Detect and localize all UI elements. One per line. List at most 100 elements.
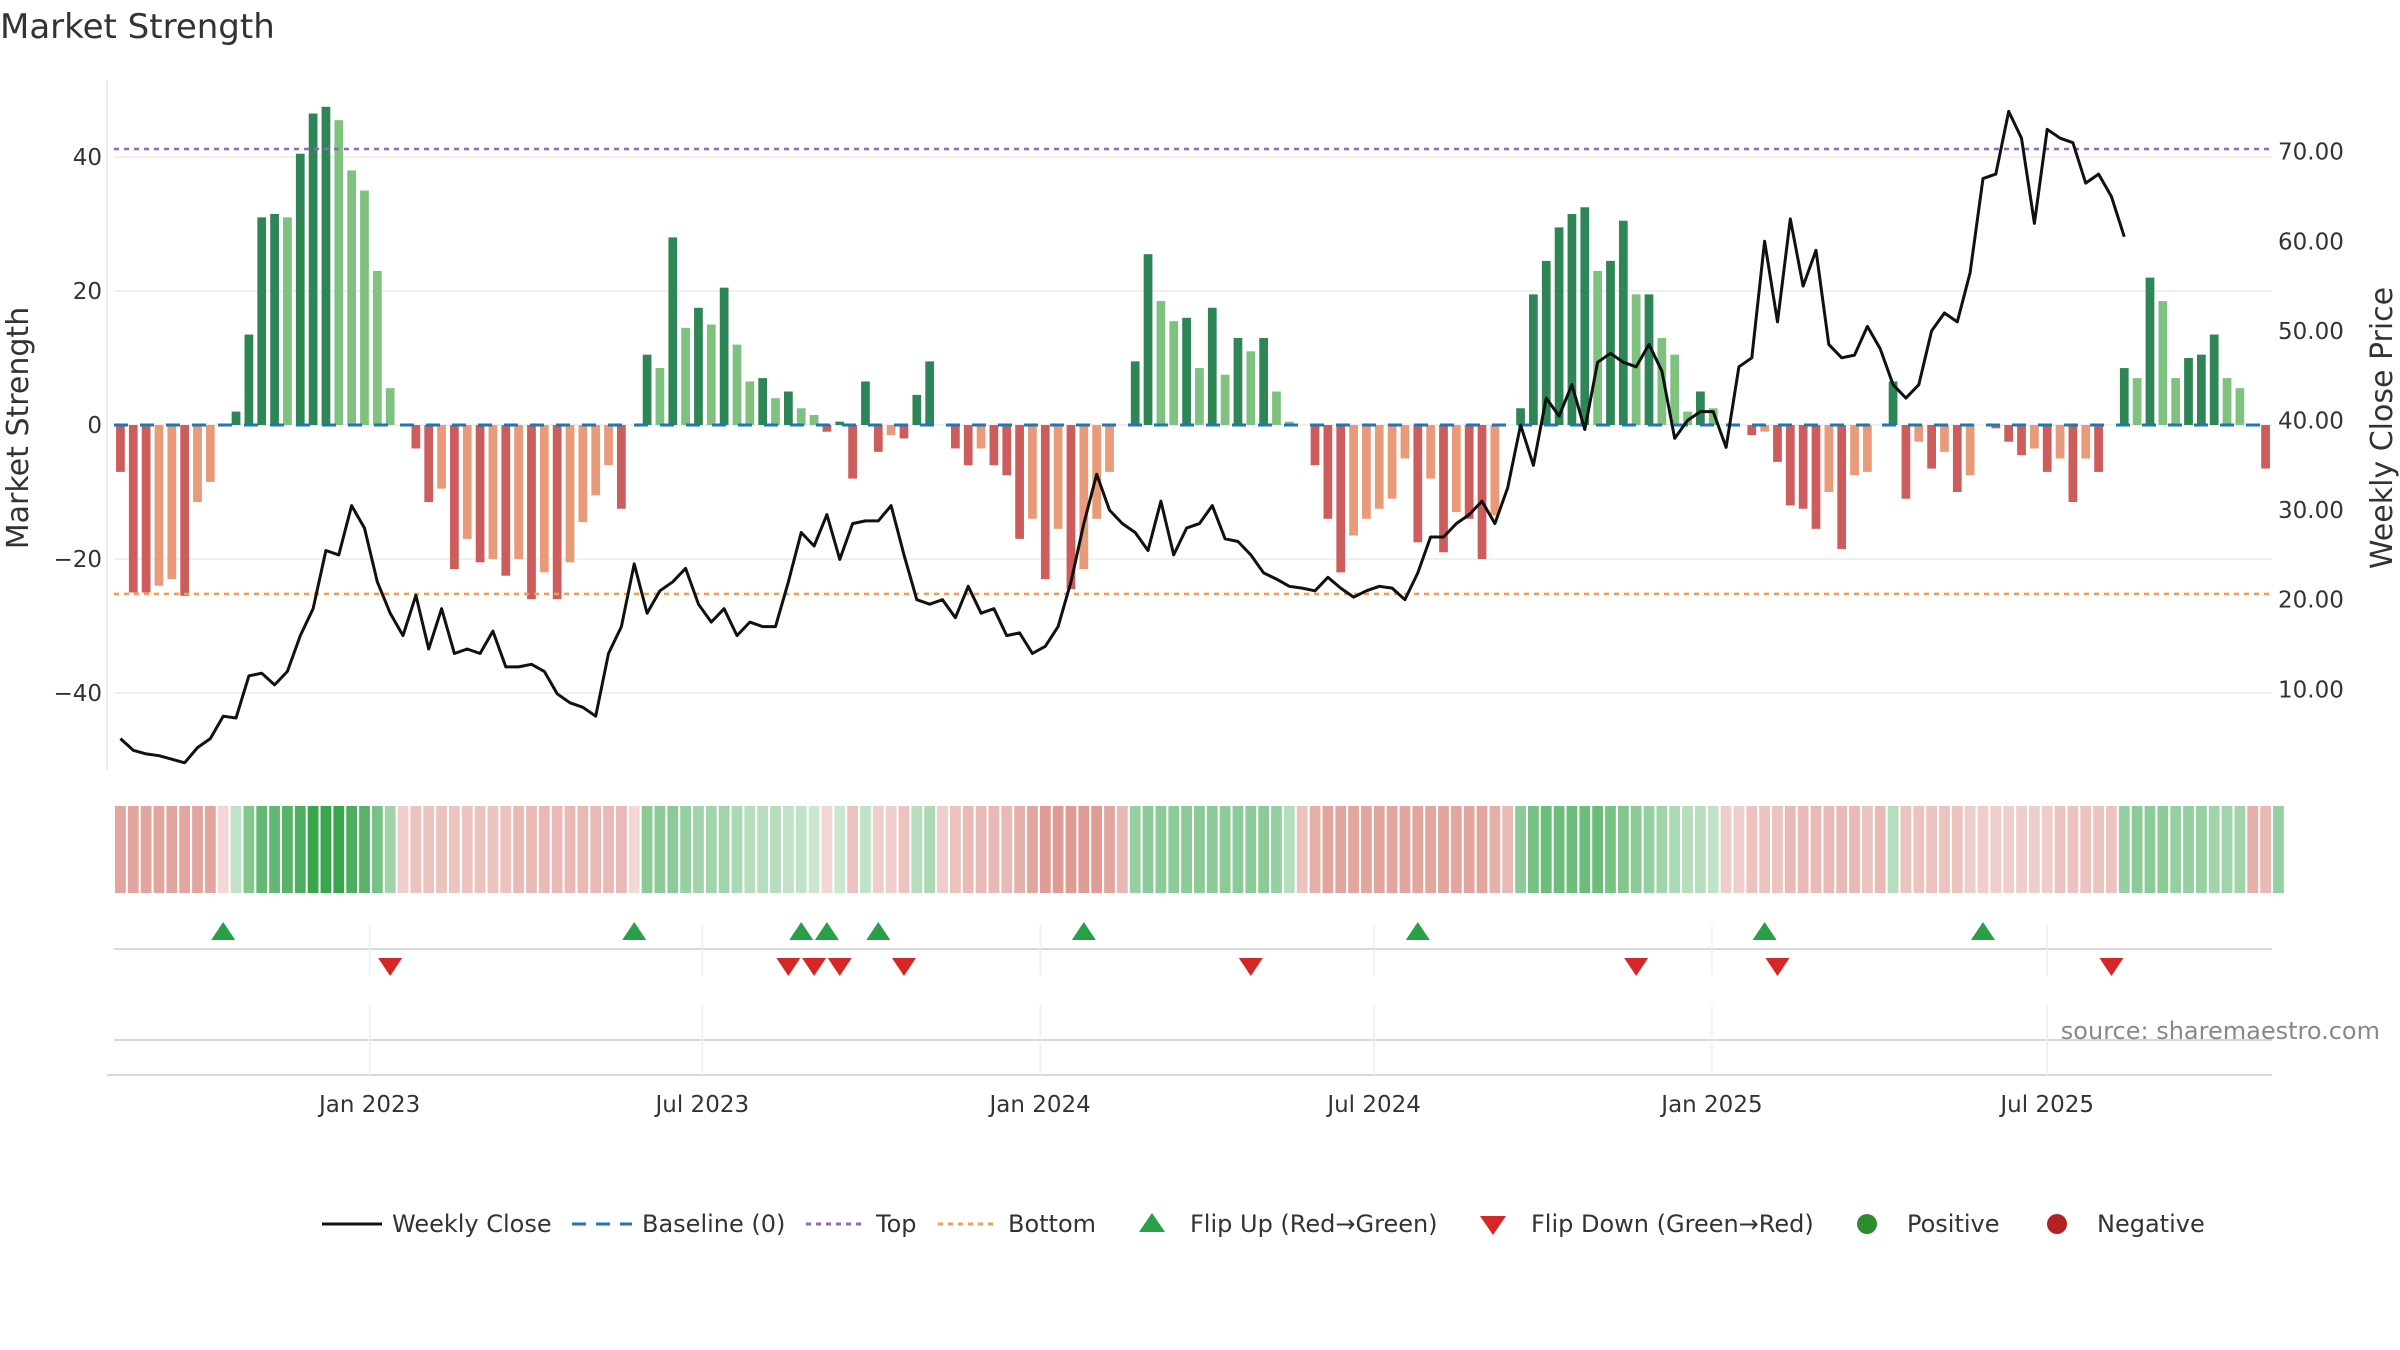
strength-bar-negative [1927, 425, 1936, 469]
regime-cell [1322, 806, 1334, 893]
regime-cell [2028, 806, 2040, 893]
strength-bar-negative [1914, 425, 1924, 442]
regime-cell [1733, 806, 1745, 893]
regime-cell [461, 806, 473, 893]
flip-up-marker [1970, 922, 1995, 940]
strength-bar-positive [1516, 408, 1525, 425]
flip-up-marker [1071, 922, 1096, 940]
regime-cell [1283, 806, 1295, 893]
legend-label: Flip Up (Red→Green) [1190, 1210, 1438, 1238]
regime-cell [1078, 806, 1090, 893]
weekly-close-line [119, 109, 2126, 765]
regime-cell [1104, 806, 1115, 893]
regime-cell [436, 806, 447, 893]
regime-cell [1463, 806, 1475, 893]
regime-cell [1528, 806, 1539, 893]
strength-bar-negative [1477, 425, 1487, 559]
flip-up-marker [622, 922, 647, 940]
strength-bar-negative [848, 425, 857, 479]
flip-down-marker [891, 958, 916, 976]
regime-cell [770, 806, 781, 893]
regime-cell [551, 806, 563, 893]
regime-cell [127, 806, 139, 893]
regime-cell [2195, 806, 2207, 893]
regime-cell [731, 806, 743, 893]
regime-cell [1772, 806, 1783, 893]
regime-cell [937, 806, 948, 893]
strength-bar-negative [1991, 425, 2001, 429]
regime-cell [1296, 806, 1308, 893]
regime-cell [1694, 806, 1706, 893]
y-tick-label: −20 [53, 547, 102, 573]
strength-bar-negative [604, 425, 613, 466]
regime-cell [474, 806, 486, 893]
legend-item: Top [806, 1210, 917, 1238]
regime-cell [975, 806, 987, 893]
y-tick-label: 40 [73, 145, 102, 171]
strength-bar-negative [1464, 425, 1474, 519]
regime-cell [757, 806, 769, 893]
strength-bar-positive [1580, 207, 1590, 425]
regime-cell [667, 806, 679, 893]
strength-bar-negative [1323, 425, 1333, 519]
regime-cell [1540, 806, 1552, 893]
regime-cell [1926, 806, 1937, 893]
y-tick-label: 20 [73, 279, 102, 305]
regime-cell [1849, 806, 1860, 893]
regime-cell [2273, 806, 2284, 893]
strength-bar-negative [1798, 425, 1808, 509]
strength-bar-positive [1683, 411, 1692, 425]
regime-cell [1258, 806, 1270, 893]
strength-bar-positive [1156, 301, 1166, 425]
strength-bar-negative [2042, 425, 2052, 472]
x-tick-label: Jan 2023 [317, 1092, 420, 1118]
regime-cell [217, 806, 229, 893]
regime-cell [603, 806, 614, 893]
regime-cell [2157, 806, 2169, 893]
strength-bar-positive [1696, 391, 1705, 425]
regime-cell [1335, 806, 1347, 893]
strength-bar-negative [1053, 425, 1063, 529]
strength-bar-negative [1413, 425, 1423, 543]
flip-up-marker [814, 922, 839, 940]
regime-cell [1643, 806, 1655, 893]
strength-bar-negative [1824, 425, 1834, 492]
regime-cell [1116, 806, 1128, 893]
regime-cell [269, 806, 280, 893]
regime-cell [1386, 806, 1398, 893]
regime-cell [397, 806, 409, 893]
strength-bar-positive [1606, 260, 1615, 425]
regime-cell [1091, 806, 1103, 893]
regime-cell [1129, 806, 1141, 893]
strength-bar-positive [835, 421, 845, 425]
legend-item: Negative [2047, 1210, 2205, 1238]
strength-bar-positive [334, 120, 344, 425]
strength-bar-negative [1336, 425, 1346, 573]
strength-bar-positive [347, 170, 357, 425]
strength-bar-negative [1105, 425, 1114, 472]
regime-cell [2106, 806, 2117, 893]
x-tick-label: Jan 2025 [1659, 1092, 1762, 1118]
strength-bar-negative [527, 425, 536, 600]
strength-bar-positive [1888, 381, 1898, 425]
strength-bar-negative [424, 425, 434, 503]
strength-bar-positive [270, 213, 279, 425]
regime-cell [1861, 806, 1873, 893]
strength-bar-positive [2119, 368, 2129, 425]
regime-cell [1707, 806, 1719, 893]
flip-down-marker [2099, 958, 2124, 976]
flip-up-marker [1405, 922, 1430, 940]
price-series [119, 109, 2126, 765]
regime-cell [680, 806, 692, 893]
regime-cell [795, 806, 807, 893]
strength-bar-negative [617, 425, 626, 509]
strength-bar-positive [385, 388, 395, 425]
regime-cell [487, 806, 499, 893]
y-axis-right: 70.00 60.00 50.00 40.00 30.00 20.00 10.00 [2278, 140, 2344, 704]
regime-cell [1039, 806, 1051, 893]
strength-bar-negative [128, 425, 138, 593]
strength-bar-positive [1529, 294, 1538, 425]
strength-bar-negative [2029, 425, 2039, 449]
regime-cell [2170, 806, 2182, 893]
regime-cell [140, 806, 152, 893]
